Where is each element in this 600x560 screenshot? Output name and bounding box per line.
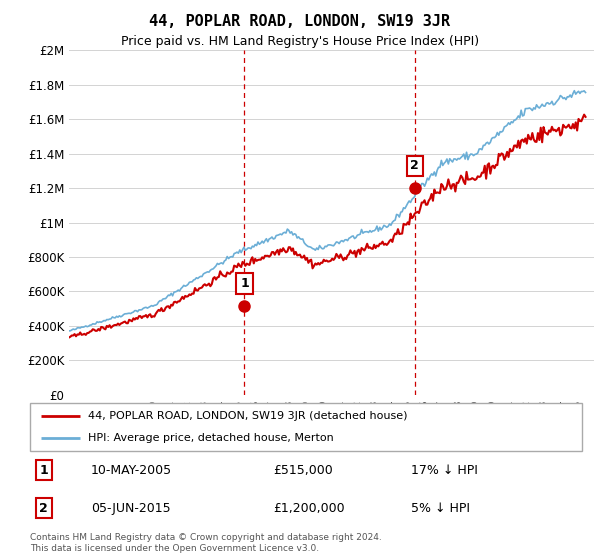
Text: 17% ↓ HPI: 17% ↓ HPI [411, 464, 478, 477]
Text: HPI: Average price, detached house, Merton: HPI: Average price, detached house, Mert… [88, 433, 334, 443]
Text: 1: 1 [240, 277, 249, 290]
Text: 1: 1 [40, 464, 48, 477]
FancyBboxPatch shape [30, 403, 582, 451]
Text: 44, POPLAR ROAD, LONDON, SW19 3JR (detached house): 44, POPLAR ROAD, LONDON, SW19 3JR (detac… [88, 411, 407, 421]
Text: 5% ↓ HPI: 5% ↓ HPI [411, 502, 470, 515]
Text: 05-JUN-2015: 05-JUN-2015 [91, 502, 170, 515]
Text: 10-MAY-2005: 10-MAY-2005 [91, 464, 172, 477]
Text: 44, POPLAR ROAD, LONDON, SW19 3JR: 44, POPLAR ROAD, LONDON, SW19 3JR [149, 14, 451, 29]
Text: Contains HM Land Registry data © Crown copyright and database right 2024.
This d: Contains HM Land Registry data © Crown c… [30, 533, 382, 553]
Text: £1,200,000: £1,200,000 [273, 502, 344, 515]
Text: 2: 2 [410, 159, 419, 172]
Text: Price paid vs. HM Land Registry's House Price Index (HPI): Price paid vs. HM Land Registry's House … [121, 35, 479, 48]
Text: 2: 2 [40, 502, 48, 515]
Text: £515,000: £515,000 [273, 464, 332, 477]
